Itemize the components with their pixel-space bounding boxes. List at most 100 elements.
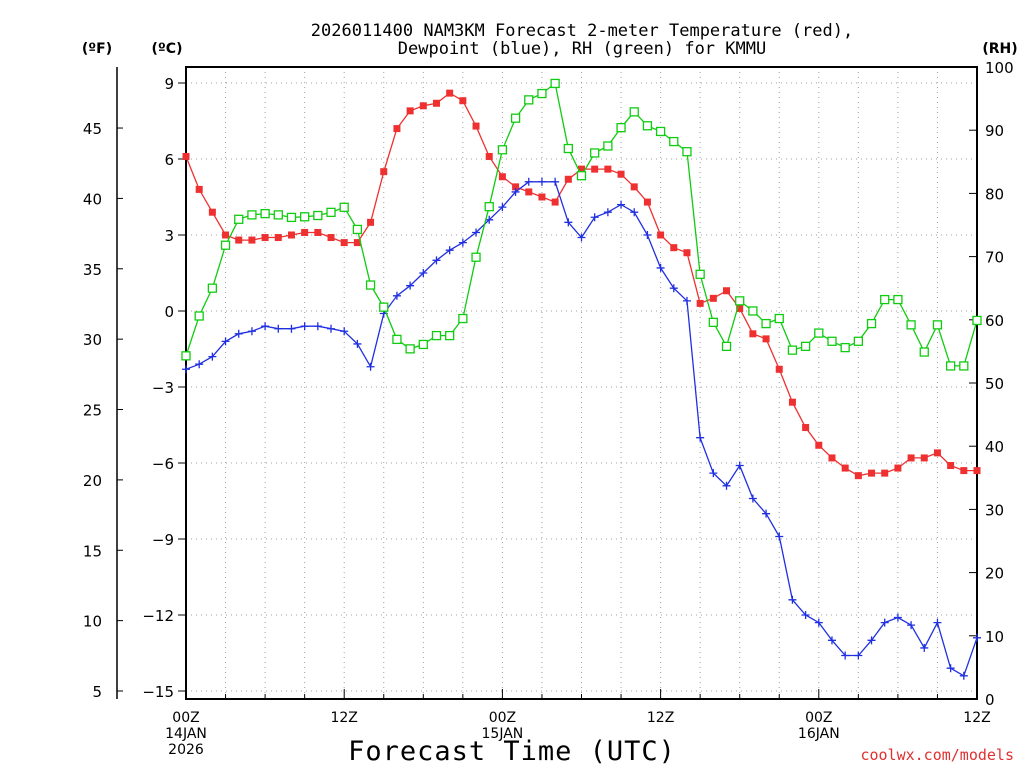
celsius-tick-label: −9	[152, 531, 174, 549]
rh-point	[932, 320, 943, 330]
rh-point	[827, 336, 837, 346]
dewpoint-point	[630, 208, 639, 217]
dewpoint-point	[511, 187, 520, 196]
rh-point	[603, 141, 613, 151]
rh-tick-label: 70	[985, 249, 1004, 267]
dewpoint-point	[221, 337, 230, 346]
rh-tick-label: 30	[985, 501, 1004, 519]
rh-point	[735, 296, 745, 306]
x-tick-label: 00Z	[489, 710, 516, 726]
celsius-tick-label: −3	[152, 379, 174, 397]
rh-point	[906, 320, 916, 330]
dewpoint-point	[340, 327, 349, 336]
dewpoint-point	[682, 296, 691, 305]
rh-point	[550, 78, 560, 89]
temperature-point	[881, 469, 889, 477]
rh-point	[299, 212, 310, 222]
rh-point	[524, 95, 534, 105]
rh-point	[181, 351, 191, 361]
celsius-tick-label: −6	[152, 455, 174, 473]
credit-text: coolwx.com/models	[860, 746, 1014, 764]
dewpoint-point	[564, 218, 573, 227]
rh-tick-label: 0	[985, 691, 995, 709]
temperature-point	[327, 234, 335, 242]
dewpoint-point	[709, 469, 718, 478]
temperature-point	[973, 467, 981, 475]
temperature-point	[419, 102, 427, 110]
temperature-point	[775, 365, 783, 373]
dewpoint-point	[748, 494, 757, 503]
dewpoint-point	[287, 324, 296, 333]
temperature-point	[367, 218, 375, 226]
fahrenheit-tick-label: 30	[83, 331, 102, 349]
temperature-point	[498, 173, 506, 181]
dewpoint-point	[801, 611, 810, 619]
dewpoint-point	[775, 532, 784, 541]
dewpoint-point	[445, 246, 454, 255]
temperature-point	[630, 183, 638, 191]
rh-point	[695, 269, 705, 279]
temperature-point	[591, 165, 599, 173]
temperature-line	[185, 92, 977, 477]
rh-point	[721, 341, 732, 351]
celsius-tick-label: 0	[164, 303, 174, 321]
temperature-point	[248, 236, 256, 244]
temperature-point	[353, 239, 361, 247]
rh-point	[590, 148, 600, 158]
x-tick-label: 00Z	[172, 710, 199, 726]
dewpoint-point	[893, 613, 902, 622]
dewpoint-point	[735, 461, 744, 470]
temperature-point	[683, 249, 691, 257]
temperature-point	[841, 464, 849, 472]
rh-point	[576, 171, 587, 181]
temperature-point	[762, 335, 770, 343]
rh-point	[761, 318, 771, 329]
celsius-tick-label: 3	[164, 227, 174, 245]
dewpoint-point	[603, 208, 612, 217]
rh-unit-label: (RH)	[982, 41, 1017, 57]
temperature-point	[670, 244, 678, 252]
data-series	[181, 78, 982, 680]
temperature-point	[828, 454, 836, 462]
dewpoint-point	[867, 636, 876, 645]
rh-tick-label: 50	[985, 375, 1004, 393]
fahrenheit-tick-label: 15	[83, 542, 102, 560]
rh-point	[392, 334, 402, 345]
dewpoint-point	[182, 365, 190, 374]
dewpoint-point	[274, 324, 283, 333]
temperature-point	[393, 125, 401, 133]
rh-point	[616, 123, 626, 133]
rh-tick-label: 90	[985, 122, 1004, 140]
dewpoint-point	[406, 281, 415, 290]
chart-title-line1: 2026011400 NAM3KM Forecast 2-meter Tempe…	[311, 21, 853, 41]
temperature-point	[894, 464, 902, 472]
temperature-point	[696, 299, 704, 307]
fahrenheit-tick-label: 10	[83, 613, 102, 631]
dewpoint-line	[185, 181, 978, 677]
fahrenheit-tick-label: 25	[83, 402, 102, 420]
temperature-point	[340, 239, 348, 247]
dewpoint-point	[498, 203, 507, 212]
dewpoint-point	[722, 481, 731, 490]
temperature-point	[854, 472, 862, 480]
dewpoint-point	[327, 324, 336, 333]
rh-point	[893, 294, 903, 305]
rh-point	[497, 145, 508, 155]
temperature-point	[261, 234, 269, 242]
dewpoint-point	[300, 322, 309, 331]
dewpoint-point	[551, 177, 560, 186]
temperature-point	[709, 294, 717, 302]
rh-point	[194, 311, 204, 321]
temperature-point	[788, 398, 796, 406]
rh-tick-label: 60	[985, 312, 1004, 330]
rh-point	[313, 210, 323, 221]
dewpoint-point	[973, 633, 981, 642]
temperature-point	[314, 228, 322, 236]
x-tick-label: 14JAN	[165, 726, 207, 742]
rh-point	[418, 339, 428, 350]
rh-point	[682, 147, 692, 157]
rh-point	[563, 143, 573, 154]
rh-point	[853, 336, 863, 346]
temperature-series	[182, 89, 981, 480]
temperature-point	[960, 467, 968, 475]
